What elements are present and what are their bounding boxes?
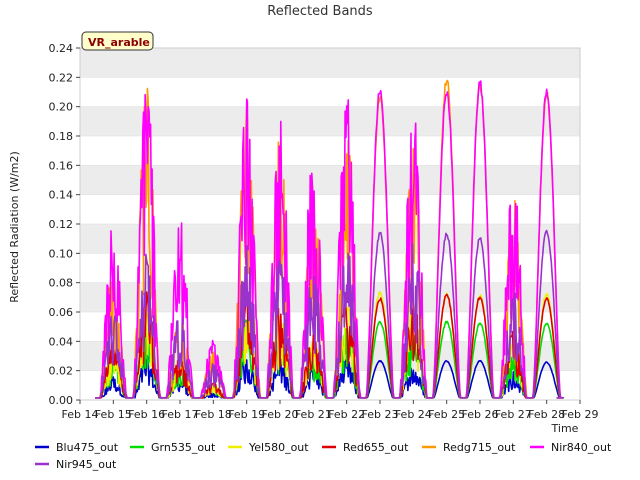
x-tick-label: Feb 20 — [262, 408, 299, 421]
x-tick-label: Feb 19 — [228, 408, 265, 421]
y-tick-label: 0.00 — [49, 394, 74, 407]
x-tick-label: Feb 18 — [195, 408, 232, 421]
y-tick-label: 0.18 — [49, 130, 74, 143]
series-layer — [95, 79, 565, 399]
x-tick-label: Feb 25 — [428, 408, 465, 421]
x-tick-label: Feb 23 — [362, 408, 399, 421]
legend-label: Red655_out — [343, 441, 409, 454]
legend-label: Nir945_out — [56, 458, 117, 471]
x-tick-label: Feb 24 — [395, 408, 432, 421]
y-tick-label: 0.14 — [49, 189, 74, 202]
vr-arable-badge: VR_arable — [81, 31, 154, 51]
x-tick-label: Feb 27 — [495, 408, 532, 421]
legend-label: Grn535_out — [151, 441, 216, 454]
grid-band — [80, 224, 580, 254]
x-tick-label: Feb 15 — [95, 408, 132, 421]
grid-band — [80, 282, 580, 312]
x-tick-label: Feb 14 — [62, 408, 99, 421]
x-tick-label: Feb 29 — [562, 408, 599, 421]
grid-band — [80, 341, 580, 371]
y-tick-label: 0.02 — [49, 365, 74, 378]
y-tick-label: 0.20 — [49, 101, 74, 114]
grid-band — [80, 165, 580, 195]
y-tick-label: 0.22 — [49, 71, 74, 84]
legend-label: Yel580_out — [248, 441, 309, 454]
x-tick-label: Feb 16 — [128, 408, 165, 421]
y-tick-label: 0.04 — [49, 335, 74, 348]
x-tick-label: Feb 21 — [295, 408, 332, 421]
series-line-nir945-out — [95, 229, 565, 399]
x-axis-label: Time — [551, 422, 579, 435]
x-tick-label: Feb 22 — [328, 408, 365, 421]
y-axis-label: Reflected Radiation (W/m2) — [8, 151, 21, 303]
legend-label: Blu475_out — [56, 441, 119, 454]
x-tick-label: Feb 17 — [162, 408, 199, 421]
y-tick-label: 0.06 — [49, 306, 74, 319]
legend-label: Nir840_out — [551, 441, 612, 454]
y-tick-label: 0.24 — [49, 42, 74, 55]
legend-label: Redg715_out — [443, 441, 516, 454]
legend: Blu475_out Grn535_out Yel580_out Red655_out… — [35, 441, 612, 471]
badge-label: VR_arable — [88, 36, 150, 49]
grid-bands — [80, 47, 580, 401]
grid-band — [80, 106, 580, 136]
y-tick-label: 0.08 — [49, 277, 74, 290]
chart-title: Reflected Bands — [267, 4, 373, 19]
badge-box — [81, 31, 154, 51]
y-tick-label: 0.12 — [49, 218, 74, 231]
x-tick-label: Feb 28 — [528, 408, 565, 421]
y-tick-label: 0.10 — [49, 247, 74, 260]
y-axis: 0.00 0.02 0.04 0.06 0.08 0.10 0.12 0.14 0.16 0.18… — [49, 42, 80, 407]
y-tick-label: 0.16 — [49, 159, 74, 172]
x-tick-label: Feb 26 — [462, 408, 499, 421]
grid-band — [80, 48, 580, 78]
